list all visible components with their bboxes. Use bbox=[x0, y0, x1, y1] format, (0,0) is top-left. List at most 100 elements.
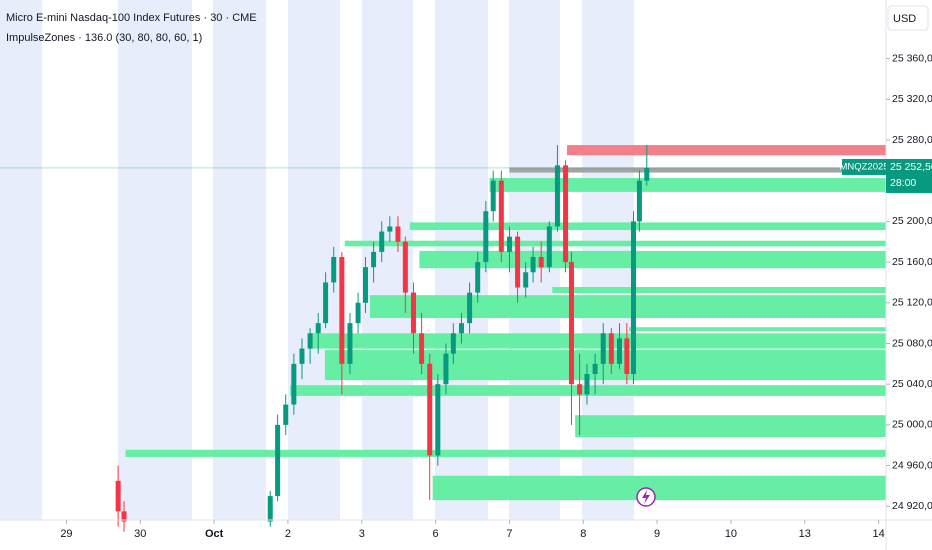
zone bbox=[409, 222, 886, 231]
candle-body bbox=[546, 226, 552, 268]
candle-body bbox=[592, 363, 598, 375]
zone bbox=[509, 167, 886, 173]
zone bbox=[419, 250, 886, 269]
y-tick-label: 25 280,00 bbox=[892, 134, 932, 146]
candle-body bbox=[530, 256, 536, 273]
candle-body bbox=[600, 333, 606, 364]
candle-body bbox=[435, 384, 441, 456]
candle-body bbox=[427, 363, 433, 456]
candle-body bbox=[498, 180, 504, 252]
candle-body bbox=[577, 384, 583, 395]
candle-body bbox=[538, 256, 544, 268]
candle-body bbox=[554, 165, 560, 227]
x-tick-label: 6 bbox=[433, 528, 439, 540]
zone bbox=[369, 295, 886, 319]
zone bbox=[307, 333, 886, 349]
candle-body bbox=[387, 226, 393, 232]
zone bbox=[125, 449, 887, 457]
x-tick-label: 3 bbox=[359, 528, 365, 540]
x-tick-label: 7 bbox=[506, 528, 512, 540]
countdown: 28:00 bbox=[890, 177, 916, 189]
candle-body bbox=[624, 338, 630, 375]
lightning bbox=[642, 490, 650, 504]
last-price-label: 25 252,50 bbox=[890, 161, 932, 173]
price-tag bbox=[886, 158, 932, 193]
zone bbox=[552, 287, 886, 294]
x-tick-label: 14 bbox=[872, 528, 884, 540]
candle-body bbox=[450, 333, 456, 354]
x-tick-label: 2 bbox=[285, 528, 291, 540]
session-band bbox=[213, 0, 266, 520]
indicator-label: ImpulseZones · 136.0 (30, 80, 80, 60, 1) bbox=[6, 32, 202, 44]
candle-body bbox=[563, 165, 569, 263]
y-tick-label: 25 040,00 bbox=[892, 378, 932, 390]
candle-body bbox=[506, 236, 512, 252]
zone bbox=[629, 327, 886, 332]
zone bbox=[344, 240, 887, 247]
candle-body bbox=[267, 496, 273, 522]
x-tick-label: 8 bbox=[580, 528, 586, 540]
candle-body bbox=[291, 363, 297, 405]
candle-body bbox=[419, 333, 425, 364]
x-tick-label: 9 bbox=[654, 528, 660, 540]
candle-body bbox=[275, 424, 281, 497]
y-tick-label: 25 160,00 bbox=[892, 256, 932, 268]
candle-body bbox=[331, 256, 337, 283]
candle-body bbox=[636, 180, 642, 222]
candle-body bbox=[568, 262, 574, 385]
candle-body bbox=[467, 292, 473, 324]
candle-body bbox=[355, 302, 361, 324]
candle-body bbox=[395, 226, 401, 242]
candle-body bbox=[410, 292, 416, 334]
candle-body bbox=[475, 262, 481, 293]
y-tick-label: 25 080,00 bbox=[892, 337, 932, 349]
zone bbox=[489, 178, 886, 192]
candle-body bbox=[616, 338, 622, 364]
session-band bbox=[118, 0, 192, 520]
x-tick-label: Oct bbox=[205, 528, 224, 540]
y-tick-label: 24 960,00 bbox=[892, 459, 932, 471]
chart-title: Micro E-mini Nasdaq-100 Index Futures · … bbox=[6, 12, 257, 24]
candle-body bbox=[483, 211, 489, 263]
currency-button[interactable] bbox=[887, 5, 929, 31]
symbol-tag bbox=[842, 158, 886, 175]
candle-body bbox=[490, 180, 496, 212]
candle-body bbox=[371, 251, 377, 268]
zone bbox=[567, 145, 886, 156]
candle-body bbox=[115, 480, 121, 512]
candle-body bbox=[515, 236, 521, 288]
currency: USD bbox=[893, 13, 916, 25]
candle-body bbox=[458, 323, 464, 334]
candle-body bbox=[608, 333, 614, 364]
symbol-label: MNQZ2025 bbox=[839, 161, 888, 172]
candle-body bbox=[315, 323, 321, 334]
candle-body bbox=[443, 353, 449, 385]
candle-body bbox=[630, 221, 636, 375]
candle-body bbox=[523, 272, 529, 288]
y-tick-label: 25 360,00 bbox=[892, 52, 932, 64]
x-tick-label: 13 bbox=[799, 528, 811, 540]
candle-body bbox=[362, 267, 368, 303]
x-tick-label: 29 bbox=[60, 528, 72, 540]
candle-body bbox=[347, 323, 353, 364]
x-tick-label: 10 bbox=[725, 528, 737, 540]
candle-body bbox=[644, 167, 650, 181]
candle-body bbox=[584, 374, 590, 395]
candle-body bbox=[379, 231, 385, 252]
candle-body bbox=[402, 241, 408, 293]
y-tick-label: 24 920,00 bbox=[892, 500, 932, 512]
candle-body bbox=[339, 256, 345, 364]
candle-body bbox=[121, 511, 127, 522]
zone bbox=[575, 415, 886, 438]
y-tick-label: 25 000,00 bbox=[892, 419, 932, 431]
candle-body bbox=[299, 348, 305, 364]
candle-body bbox=[307, 333, 313, 349]
candle-body bbox=[323, 282, 329, 324]
zone bbox=[432, 475, 886, 501]
y-tick-label: 25 200,00 bbox=[892, 215, 932, 227]
candle-body bbox=[283, 404, 289, 425]
x-tick-label: 30 bbox=[134, 528, 146, 540]
y-tick-label: 25 120,00 bbox=[892, 297, 932, 309]
session-band bbox=[0, 0, 42, 520]
